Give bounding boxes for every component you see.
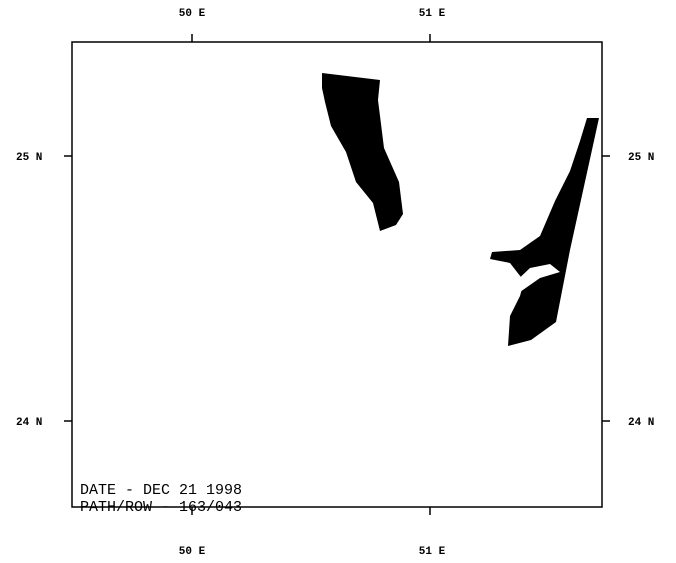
- map: 50 E 51 E 50 E 51 E 25 N 24 N 25 N 24 N …: [0, 0, 676, 563]
- date-label: DATE - DEC 21 1998: [80, 482, 242, 499]
- longitude-label: 50 E: [179, 546, 206, 558]
- longitude-label: 50 E: [179, 8, 206, 20]
- latitude-label: 25 N: [628, 152, 654, 164]
- latitude-label: 24 N: [628, 417, 654, 429]
- latitude-label: 25 N: [16, 152, 42, 164]
- longitude-label: 51 E: [419, 546, 446, 558]
- path-row-label: PATH/ROW - 163/043: [80, 499, 242, 516]
- latitude-label: 24 N: [16, 417, 42, 429]
- longitude-label: 51 E: [419, 8, 446, 20]
